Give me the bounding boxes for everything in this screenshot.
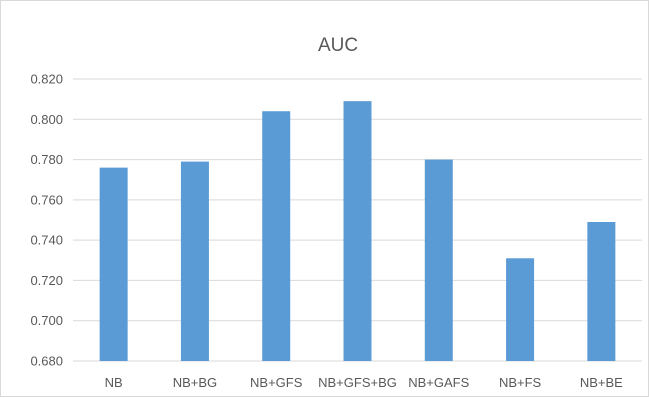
- bar-nb-gfs-bg: [343, 101, 372, 362]
- x-tick-label: NB: [105, 375, 123, 390]
- bar-nb-gfs: [262, 111, 291, 361]
- bar-nb: [99, 167, 128, 361]
- chart-title: AUC: [318, 35, 358, 56]
- y-tick-label: 0.760: [30, 192, 63, 207]
- x-tick-label: NB+BE: [580, 375, 623, 390]
- x-axis-ticks: NB NB+BG NB+GFS NB+GFS+BG NB+GAFS NB+FS NB+BE: [105, 375, 624, 390]
- bars: [99, 101, 616, 362]
- bar-nb-gafs: [424, 159, 453, 361]
- y-axis-ticks: 0.680 0.700 0.720 0.740 0.760 0.780 0.800 0.820: [30, 72, 63, 369]
- bar-nb-bg: [180, 161, 209, 361]
- y-tick-label: 0.820: [30, 72, 63, 87]
- y-tick-label: 0.800: [30, 112, 63, 127]
- x-tick-label: NB+GFS: [250, 375, 303, 390]
- x-tick-label: NB+GFS+BG: [318, 375, 397, 390]
- bar-nb-fs: [506, 258, 535, 361]
- x-tick-label: NB+BG: [173, 375, 217, 390]
- y-tick-label: 0.720: [30, 273, 63, 288]
- x-tick-label: NB+GAFS: [408, 375, 469, 390]
- y-tick-label: 0.680: [30, 354, 63, 369]
- y-tick-label: 0.700: [30, 313, 63, 328]
- bar-nb-be: [587, 222, 616, 361]
- y-tick-label: 0.780: [30, 152, 63, 167]
- y-tick-label: 0.740: [30, 233, 63, 248]
- x-tick-label: NB+FS: [499, 375, 542, 390]
